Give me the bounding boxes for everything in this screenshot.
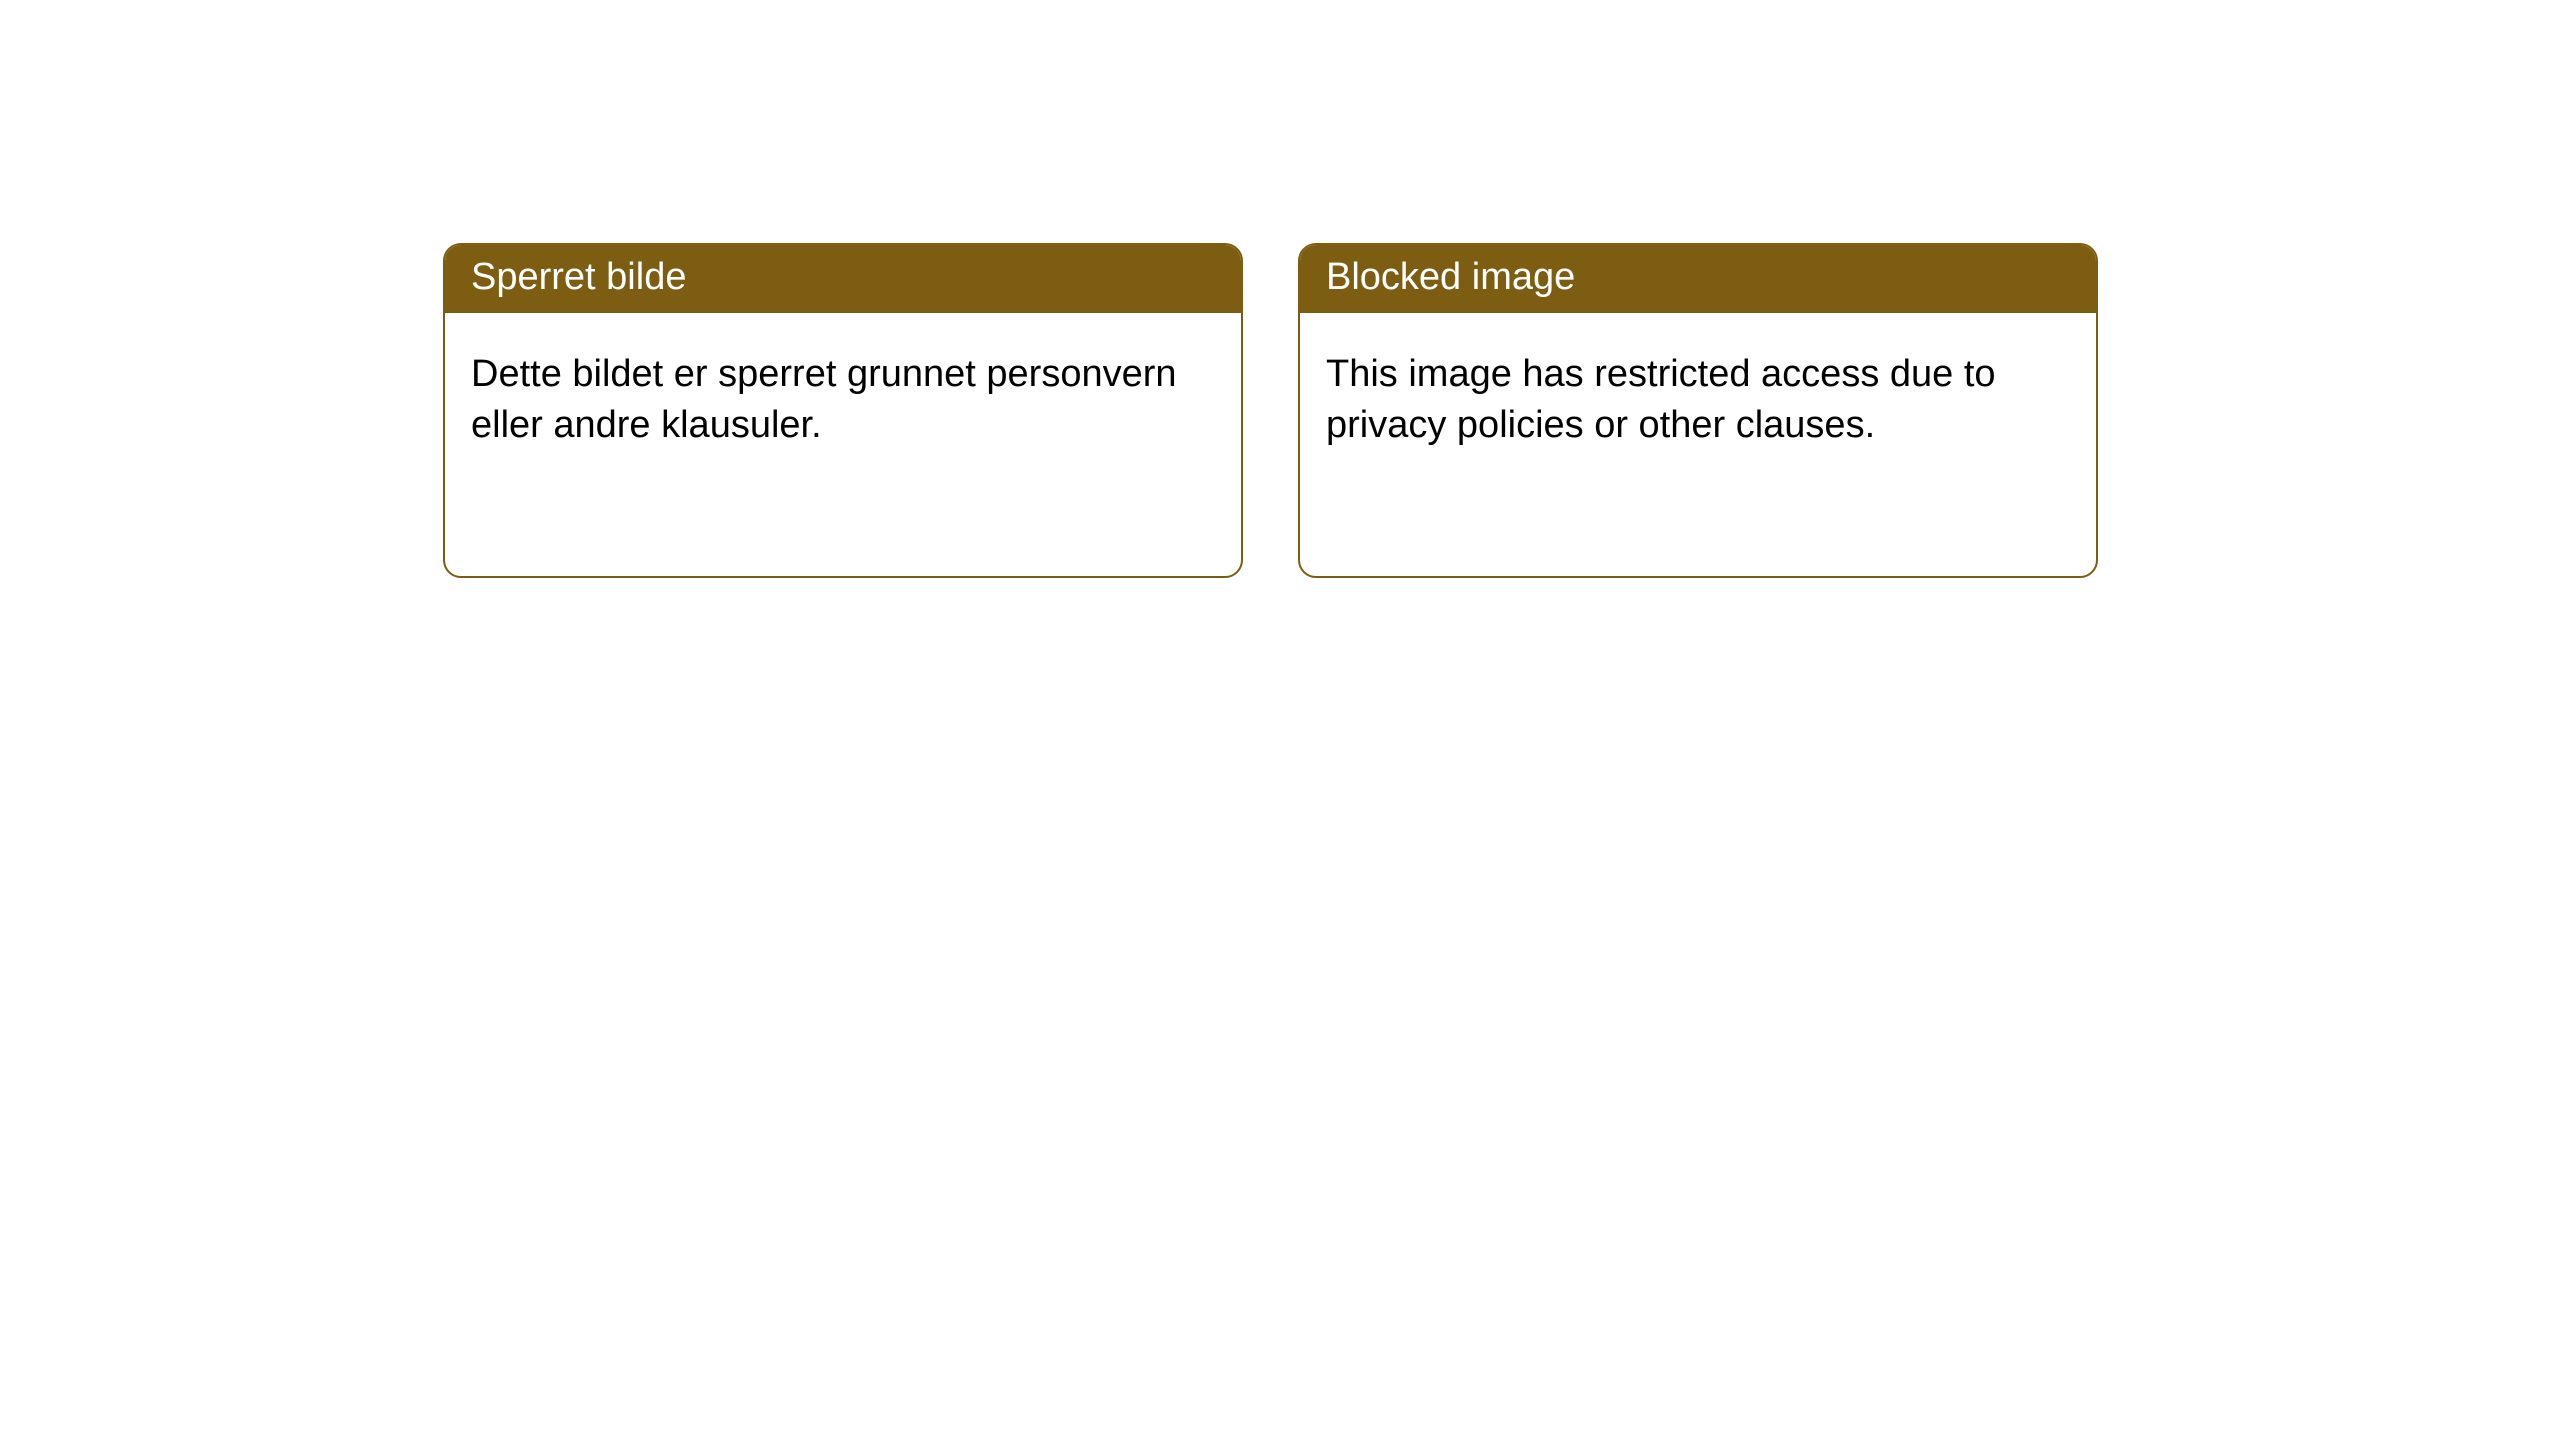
blocked-image-card-no: Sperret bilde Dette bildet er sperret gr…	[443, 243, 1243, 578]
card-body-en: This image has restricted access due to …	[1300, 313, 2096, 478]
card-body-no: Dette bildet er sperret grunnet personve…	[445, 313, 1241, 478]
card-title-no: Sperret bilde	[445, 245, 1241, 313]
notice-container: Sperret bilde Dette bildet er sperret gr…	[0, 0, 2560, 578]
card-title-en: Blocked image	[1300, 245, 2096, 313]
blocked-image-card-en: Blocked image This image has restricted …	[1298, 243, 2098, 578]
